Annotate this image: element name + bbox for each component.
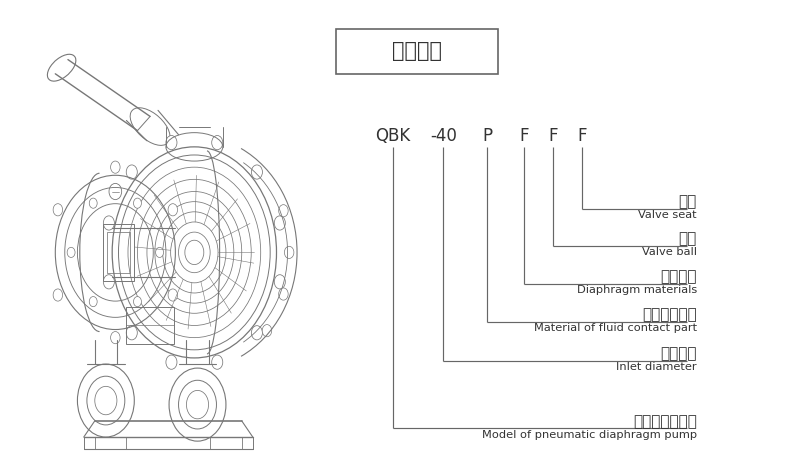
- Circle shape: [134, 296, 141, 307]
- Text: 阀座: 阀座: [679, 194, 697, 209]
- Text: Model of pneumatic diaphragm pump: Model of pneumatic diaphragm pump: [482, 429, 697, 440]
- Circle shape: [103, 216, 115, 230]
- Text: Diaphragm materials: Diaphragm materials: [577, 285, 697, 295]
- Circle shape: [274, 216, 285, 230]
- Text: Inlet diameter: Inlet diameter: [616, 362, 697, 372]
- Text: QBK: QBK: [375, 127, 410, 145]
- Circle shape: [134, 198, 141, 208]
- Circle shape: [251, 165, 262, 179]
- Circle shape: [168, 289, 178, 301]
- Text: 型号说明: 型号说明: [392, 41, 442, 61]
- Circle shape: [212, 135, 223, 150]
- Circle shape: [53, 204, 62, 216]
- Circle shape: [262, 324, 272, 337]
- Bar: [107, 232, 130, 273]
- Circle shape: [156, 247, 164, 257]
- Bar: [126, 307, 174, 344]
- Circle shape: [89, 198, 97, 208]
- Bar: [103, 224, 134, 281]
- Text: 气动隔膜泵型号: 气动隔膜泵型号: [633, 414, 697, 429]
- Text: F: F: [577, 127, 587, 145]
- Text: 隔膜材质: 隔膜材质: [660, 269, 697, 284]
- Circle shape: [251, 326, 262, 340]
- Text: Valve seat: Valve seat: [638, 209, 697, 220]
- Bar: [336, 28, 498, 74]
- Text: P: P: [483, 127, 492, 145]
- Circle shape: [166, 135, 177, 150]
- Circle shape: [67, 247, 75, 257]
- Text: 过流部件材质: 过流部件材质: [642, 307, 697, 322]
- Circle shape: [126, 165, 137, 179]
- Circle shape: [168, 204, 178, 216]
- Text: Material of fluid contact part: Material of fluid contact part: [534, 323, 697, 333]
- Text: -40: -40: [430, 127, 457, 145]
- Circle shape: [212, 355, 223, 369]
- Circle shape: [279, 288, 288, 300]
- Circle shape: [103, 275, 115, 289]
- Text: F: F: [548, 127, 558, 145]
- Text: F: F: [519, 127, 529, 145]
- Circle shape: [279, 205, 288, 217]
- Circle shape: [126, 326, 137, 340]
- Text: Valve ball: Valve ball: [641, 247, 697, 257]
- Circle shape: [111, 161, 120, 173]
- Text: 进料口径: 进料口径: [660, 346, 697, 361]
- Circle shape: [284, 247, 294, 258]
- Circle shape: [89, 296, 97, 307]
- Circle shape: [111, 332, 120, 344]
- Circle shape: [166, 355, 177, 369]
- Circle shape: [274, 275, 285, 289]
- Circle shape: [53, 289, 62, 301]
- Text: 阀球: 阀球: [679, 231, 697, 246]
